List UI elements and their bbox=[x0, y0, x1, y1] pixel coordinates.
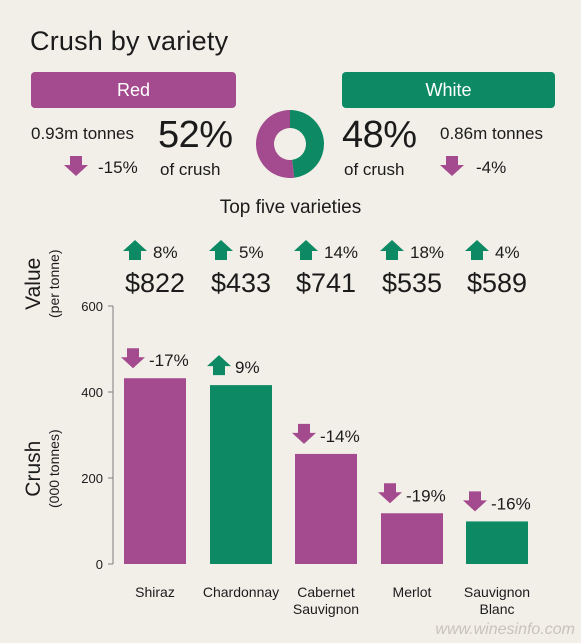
white-change: -4% bbox=[476, 158, 507, 177]
crush-change-arrow bbox=[378, 483, 402, 504]
crush-change-label: 9% bbox=[235, 358, 260, 377]
value-change-label: 4% bbox=[495, 243, 520, 262]
category-label: Shiraz bbox=[135, 584, 175, 600]
bar bbox=[295, 453, 357, 564]
bar bbox=[466, 521, 528, 564]
bar bbox=[381, 513, 443, 564]
value-change-arrow bbox=[380, 240, 404, 260]
category-label: Merlot bbox=[393, 584, 432, 600]
white-pill: White bbox=[342, 72, 555, 108]
red-change-arrow bbox=[64, 156, 88, 176]
value-per-tonne-label: $535 bbox=[382, 268, 442, 298]
crush-change-arrow bbox=[292, 423, 316, 444]
y-tick-label: 200 bbox=[81, 471, 103, 486]
value-change-label: 5% bbox=[239, 243, 264, 262]
value-change-label: 8% bbox=[153, 243, 178, 262]
watermark: www.winesinfo.com bbox=[435, 621, 575, 638]
red-tonnes: 0.93m tonnes bbox=[31, 124, 135, 143]
y-tick-label: 0 bbox=[96, 557, 103, 572]
y-tick-label: 600 bbox=[81, 299, 103, 314]
white-percent: 48% bbox=[342, 114, 417, 156]
crush-change-label: -17% bbox=[149, 351, 189, 370]
red-percent-label: of crush bbox=[160, 160, 221, 179]
crush-change-arrow bbox=[207, 355, 231, 376]
value-change-arrow bbox=[465, 240, 489, 260]
value-change-arrow bbox=[209, 240, 233, 260]
value-per-tonne-label: $589 bbox=[467, 268, 527, 298]
category-label: Sauvignon bbox=[293, 601, 359, 617]
bar bbox=[124, 378, 186, 564]
crush-change-label: -19% bbox=[406, 486, 446, 505]
subheading: Top five varieties bbox=[219, 197, 362, 218]
crush-change-label: -16% bbox=[491, 494, 531, 513]
red-percent: 52% bbox=[158, 114, 233, 156]
red-change: -15% bbox=[98, 158, 138, 177]
value-change-arrow bbox=[294, 240, 318, 260]
y-tick-label: 400 bbox=[81, 385, 103, 400]
bar bbox=[210, 385, 272, 564]
crush-change-arrow bbox=[463, 491, 487, 512]
category-label: Sauvignon bbox=[464, 584, 530, 600]
category-label: Chardonnay bbox=[203, 584, 279, 600]
crush-change-label: -14% bbox=[320, 427, 360, 446]
value-change-label: 18% bbox=[410, 243, 444, 262]
white-tonnes: 0.86m tonnes bbox=[440, 124, 544, 143]
donut-red-slice bbox=[256, 110, 295, 178]
crush-change-arrow bbox=[121, 348, 145, 369]
donut-white-slice bbox=[290, 110, 325, 178]
value-per-tonne-label: $822 bbox=[125, 268, 185, 298]
value-per-tonne-label: $741 bbox=[296, 268, 356, 298]
value-change-arrow bbox=[123, 240, 147, 260]
value-per-tonne-label: $433 bbox=[211, 268, 271, 298]
category-label: Cabernet bbox=[297, 584, 355, 600]
red-pill: Red bbox=[31, 72, 236, 108]
category-label: Blanc bbox=[479, 601, 514, 617]
white-percent-label: of crush bbox=[344, 160, 405, 179]
page-title: Crush by variety bbox=[30, 26, 229, 56]
value-change-label: 14% bbox=[324, 243, 358, 262]
white-change-arrow bbox=[440, 156, 464, 176]
